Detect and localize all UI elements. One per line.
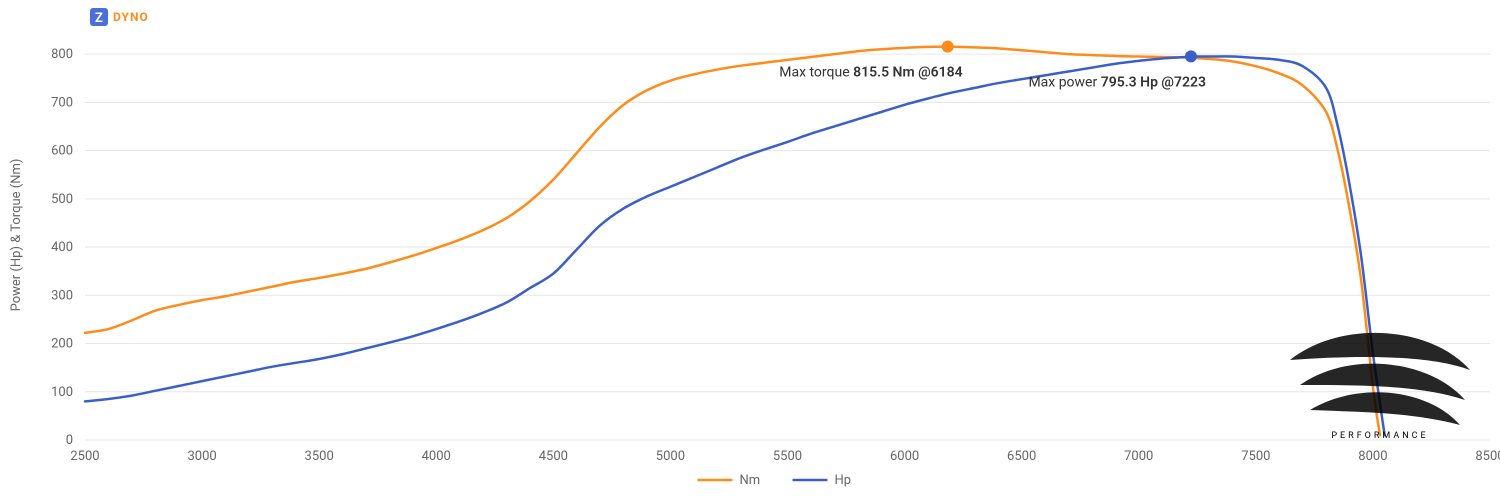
x-tick-label: 4500 (539, 449, 568, 464)
brand-badge-letter: Z (95, 11, 103, 26)
max-power-marker (1185, 50, 1197, 62)
x-tick-label: 6000 (890, 449, 919, 464)
y-tick-label: 100 (51, 385, 73, 400)
series-nm (85, 47, 1380, 436)
y-tick-label: 600 (51, 144, 73, 159)
x-tick-label: 4000 (422, 449, 451, 464)
y-tick-label: 0 (66, 433, 73, 448)
x-tick-label: 5000 (656, 449, 685, 464)
brand-name: DYNO (113, 10, 149, 24)
x-tick-label: 8500 (1475, 449, 1500, 464)
y-tick-label: 700 (51, 95, 73, 110)
max-torque-marker (942, 41, 954, 53)
x-tick-label: 3000 (187, 449, 216, 464)
chart-svg: 0 100 200 300 400 500 600 700 800 2500 3000 3500 400… (0, 0, 1500, 500)
watermark: PERFORMANCE (1290, 333, 1470, 441)
max-torque-label: Max torque 815.5 Nm @6184 (779, 65, 962, 81)
x-tick-label: 6500 (1007, 449, 1036, 464)
max-power-label: Max power 795.3 Hp @7223 (1028, 74, 1206, 90)
y-tick-label: 200 (51, 337, 73, 352)
series-hp (85, 56, 1385, 435)
x-tick-label: 7000 (1124, 449, 1153, 464)
legend-label-hp: Hp (835, 473, 852, 488)
y-tick-label: 400 (51, 240, 73, 255)
watermark-text: PERFORMANCE (1331, 431, 1428, 441)
y-axis-title: Power (Hp) & Torque (Nm) (9, 159, 24, 312)
y-tick-label: 800 (51, 47, 73, 62)
legend-label-nm: Nm (740, 473, 761, 488)
x-tick-label: 7500 (1241, 449, 1270, 464)
dyno-chart: 0 100 200 300 400 500 600 700 800 2500 3000 3500 400… (0, 0, 1500, 500)
x-tick-label: 3500 (305, 449, 334, 464)
x-tick-label: 5500 (773, 449, 802, 464)
x-tick-label: 8000 (1358, 449, 1387, 464)
x-tick-label: 2500 (70, 449, 99, 464)
y-tick-label: 300 (51, 288, 73, 303)
y-tick-label: 500 (51, 192, 73, 207)
